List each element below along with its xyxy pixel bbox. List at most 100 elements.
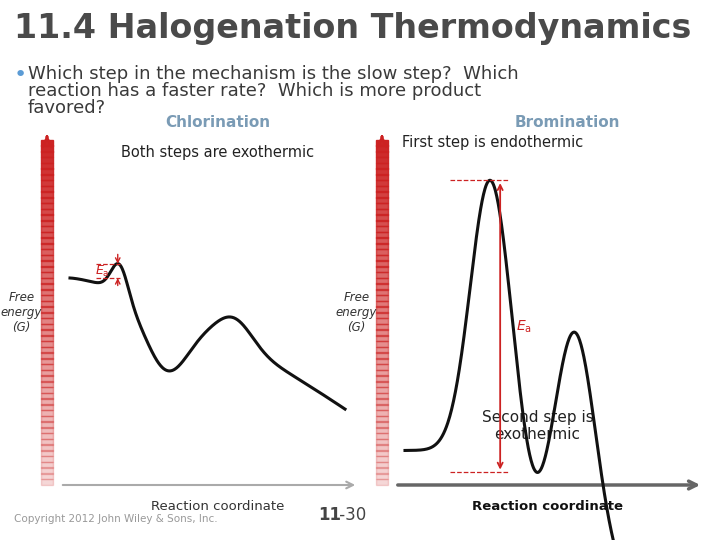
Text: Chlorination: Chlorination	[165, 115, 270, 130]
Bar	[376, 174, 388, 180]
Bar	[41, 387, 53, 393]
Bar	[376, 479, 388, 485]
Text: Free
energy
(G): Free energy (G)	[336, 291, 377, 334]
Bar	[41, 226, 53, 232]
Bar	[41, 438, 53, 445]
Bar	[376, 306, 388, 313]
Bar	[41, 289, 53, 295]
Bar	[41, 260, 53, 267]
Bar	[376, 260, 388, 267]
Bar	[41, 272, 53, 278]
Bar	[376, 347, 388, 353]
Bar	[376, 214, 388, 220]
Bar	[376, 180, 388, 186]
Bar	[376, 375, 388, 381]
Text: Bromination: Bromination	[515, 115, 620, 130]
Text: Which step in the mechanism is the slow step?  Which: Which step in the mechanism is the slow …	[28, 65, 518, 83]
Text: Free
energy
(G): Free energy (G)	[1, 291, 42, 334]
Bar	[376, 323, 388, 330]
Bar	[376, 456, 388, 462]
Bar	[41, 197, 53, 203]
Text: -30: -30	[334, 506, 366, 524]
Bar	[41, 306, 53, 313]
Bar	[41, 393, 53, 399]
Bar	[376, 157, 388, 163]
Bar	[376, 341, 388, 347]
Bar	[41, 237, 53, 244]
Bar	[376, 438, 388, 445]
Bar	[376, 358, 388, 365]
Bar	[376, 433, 388, 439]
Bar	[41, 208, 53, 215]
Bar	[376, 450, 388, 456]
Bar	[376, 427, 388, 433]
Bar	[41, 295, 53, 301]
Bar	[376, 369, 388, 376]
Bar	[376, 145, 388, 152]
Bar	[376, 254, 388, 261]
Bar	[376, 462, 388, 468]
Bar	[376, 410, 388, 416]
Bar	[41, 202, 53, 209]
Bar	[41, 415, 53, 422]
Bar	[41, 220, 53, 226]
Bar	[41, 266, 53, 272]
Bar	[41, 284, 53, 289]
Text: reaction has a faster rate?  Which is more product: reaction has a faster rate? Which is mor…	[28, 82, 481, 100]
Bar	[41, 456, 53, 462]
Bar	[41, 191, 53, 198]
Bar	[376, 208, 388, 215]
Bar	[41, 341, 53, 347]
Bar	[41, 186, 53, 192]
Bar	[376, 352, 388, 359]
Text: $E_\mathrm{a}$: $E_\mathrm{a}$	[516, 318, 532, 335]
Bar	[376, 289, 388, 295]
Bar	[41, 278, 53, 284]
Bar	[41, 433, 53, 439]
Bar	[41, 410, 53, 416]
Bar	[376, 387, 388, 393]
Bar	[376, 243, 388, 249]
Bar	[376, 404, 388, 410]
Bar	[41, 369, 53, 376]
Bar	[376, 197, 388, 203]
Bar	[41, 364, 53, 370]
Bar	[376, 237, 388, 244]
Bar	[376, 220, 388, 226]
Bar	[376, 232, 388, 238]
Bar	[376, 168, 388, 174]
Bar	[41, 151, 53, 157]
Bar	[376, 163, 388, 168]
Bar	[376, 284, 388, 289]
Bar	[41, 318, 53, 324]
Bar	[41, 312, 53, 318]
Bar	[41, 163, 53, 168]
Bar	[376, 249, 388, 255]
Bar	[376, 151, 388, 157]
Text: 11.4 Halogenation Thermodynamics: 11.4 Halogenation Thermodynamics	[14, 12, 691, 45]
Bar	[376, 266, 388, 272]
Text: Reaction coordinate: Reaction coordinate	[472, 500, 623, 513]
Bar	[376, 312, 388, 318]
Bar	[41, 254, 53, 261]
Bar	[376, 272, 388, 278]
Bar	[41, 249, 53, 255]
Bar	[376, 415, 388, 422]
Bar	[41, 358, 53, 365]
Text: Both steps are exothermic: Both steps are exothermic	[121, 145, 314, 160]
Bar	[376, 186, 388, 192]
Bar	[41, 450, 53, 456]
Bar	[41, 300, 53, 307]
Bar	[376, 300, 388, 307]
Bar	[376, 191, 388, 198]
Bar	[41, 427, 53, 433]
Bar	[41, 479, 53, 485]
Text: •: •	[14, 65, 27, 85]
Bar	[376, 139, 388, 146]
Bar	[41, 352, 53, 359]
Bar	[376, 381, 388, 387]
Bar	[41, 399, 53, 404]
Bar	[41, 375, 53, 381]
Bar	[41, 157, 53, 163]
Bar	[41, 329, 53, 335]
